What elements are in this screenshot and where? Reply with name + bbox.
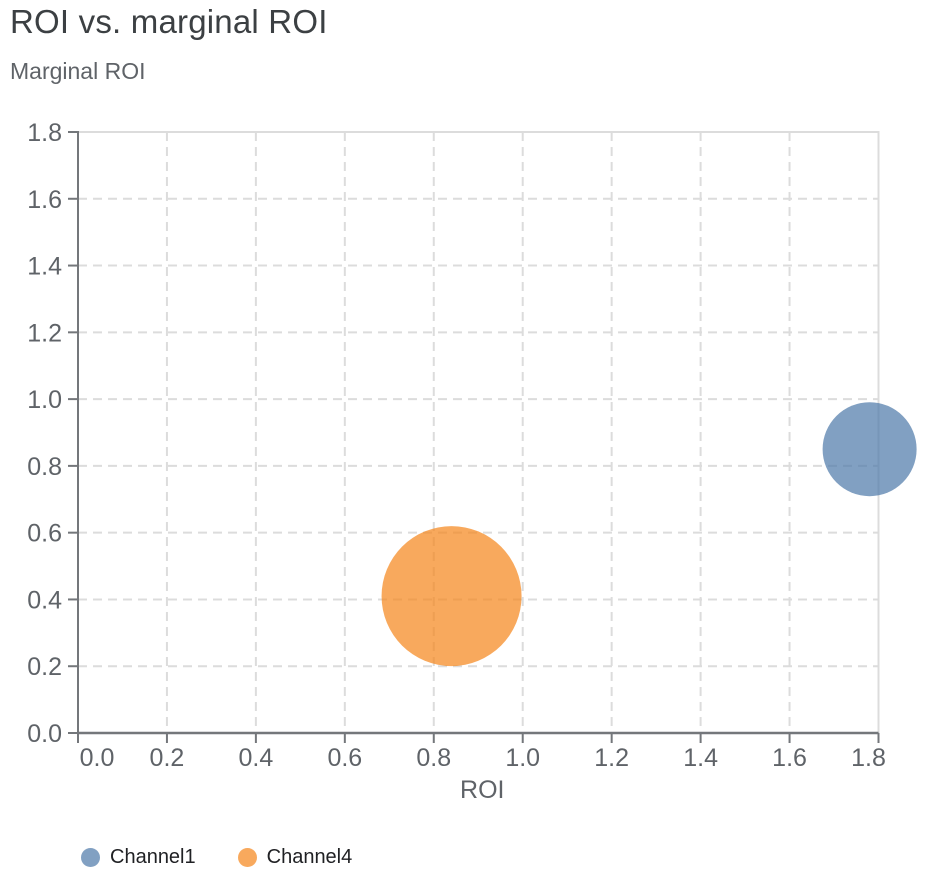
y-tick-label: 1.2 (27, 319, 62, 347)
x-tick-label: 0.0 (80, 744, 115, 772)
y-tick-label: 1.8 (27, 119, 62, 147)
bubble-channel1[interactable] (822, 402, 917, 497)
x-tick-label: 0.8 (416, 744, 451, 772)
x-tick-label: 1.8 (851, 744, 886, 772)
x-tick-label: 1.2 (594, 744, 629, 772)
x-tick-label: 1.0 (505, 744, 540, 772)
legend: Channel1 Channel4 (81, 846, 352, 868)
legend-swatch-icon (81, 847, 100, 867)
bubble-channel4[interactable] (381, 526, 522, 667)
legend-item-channel4[interactable]: Channel4 (237, 846, 353, 868)
x-tick-label: 0.2 (150, 744, 185, 772)
x-tick-label: 1.6 (772, 744, 807, 772)
y-tick-label: 1.6 (27, 186, 62, 214)
page-title: ROI vs. marginal ROI (10, 3, 328, 40)
y-tick-label: 0.4 (27, 586, 62, 614)
legend-label: Channel1 (110, 846, 196, 868)
bubble-chart: 0.0 0.2 0.4 0.6 0.8 1.0 1.2 1.4 1.6 1.8 0.0 0.2 0.4 0… (27, 119, 917, 804)
legend-item-channel1[interactable]: Channel1 (81, 846, 196, 868)
x-tick-label: 0.4 (239, 744, 274, 772)
x-axis-label: ROI (460, 776, 504, 804)
y-tick-label: 1.4 (27, 253, 62, 281)
y-tick-label: 0.0 (27, 720, 62, 748)
x-tick-label: 1.4 (683, 744, 718, 772)
y-tick-label: 1.0 (27, 386, 62, 414)
y-tick-label: 0.6 (27, 520, 62, 548)
y-axis-title: Marginal ROI (10, 58, 146, 84)
x-tick-label: 0.6 (327, 744, 362, 772)
legend-label: Channel4 (266, 846, 353, 868)
legend-swatch-icon (237, 847, 257, 867)
y-tick-label: 0.2 (27, 653, 62, 681)
y-tick-label: 0.8 (27, 453, 62, 481)
